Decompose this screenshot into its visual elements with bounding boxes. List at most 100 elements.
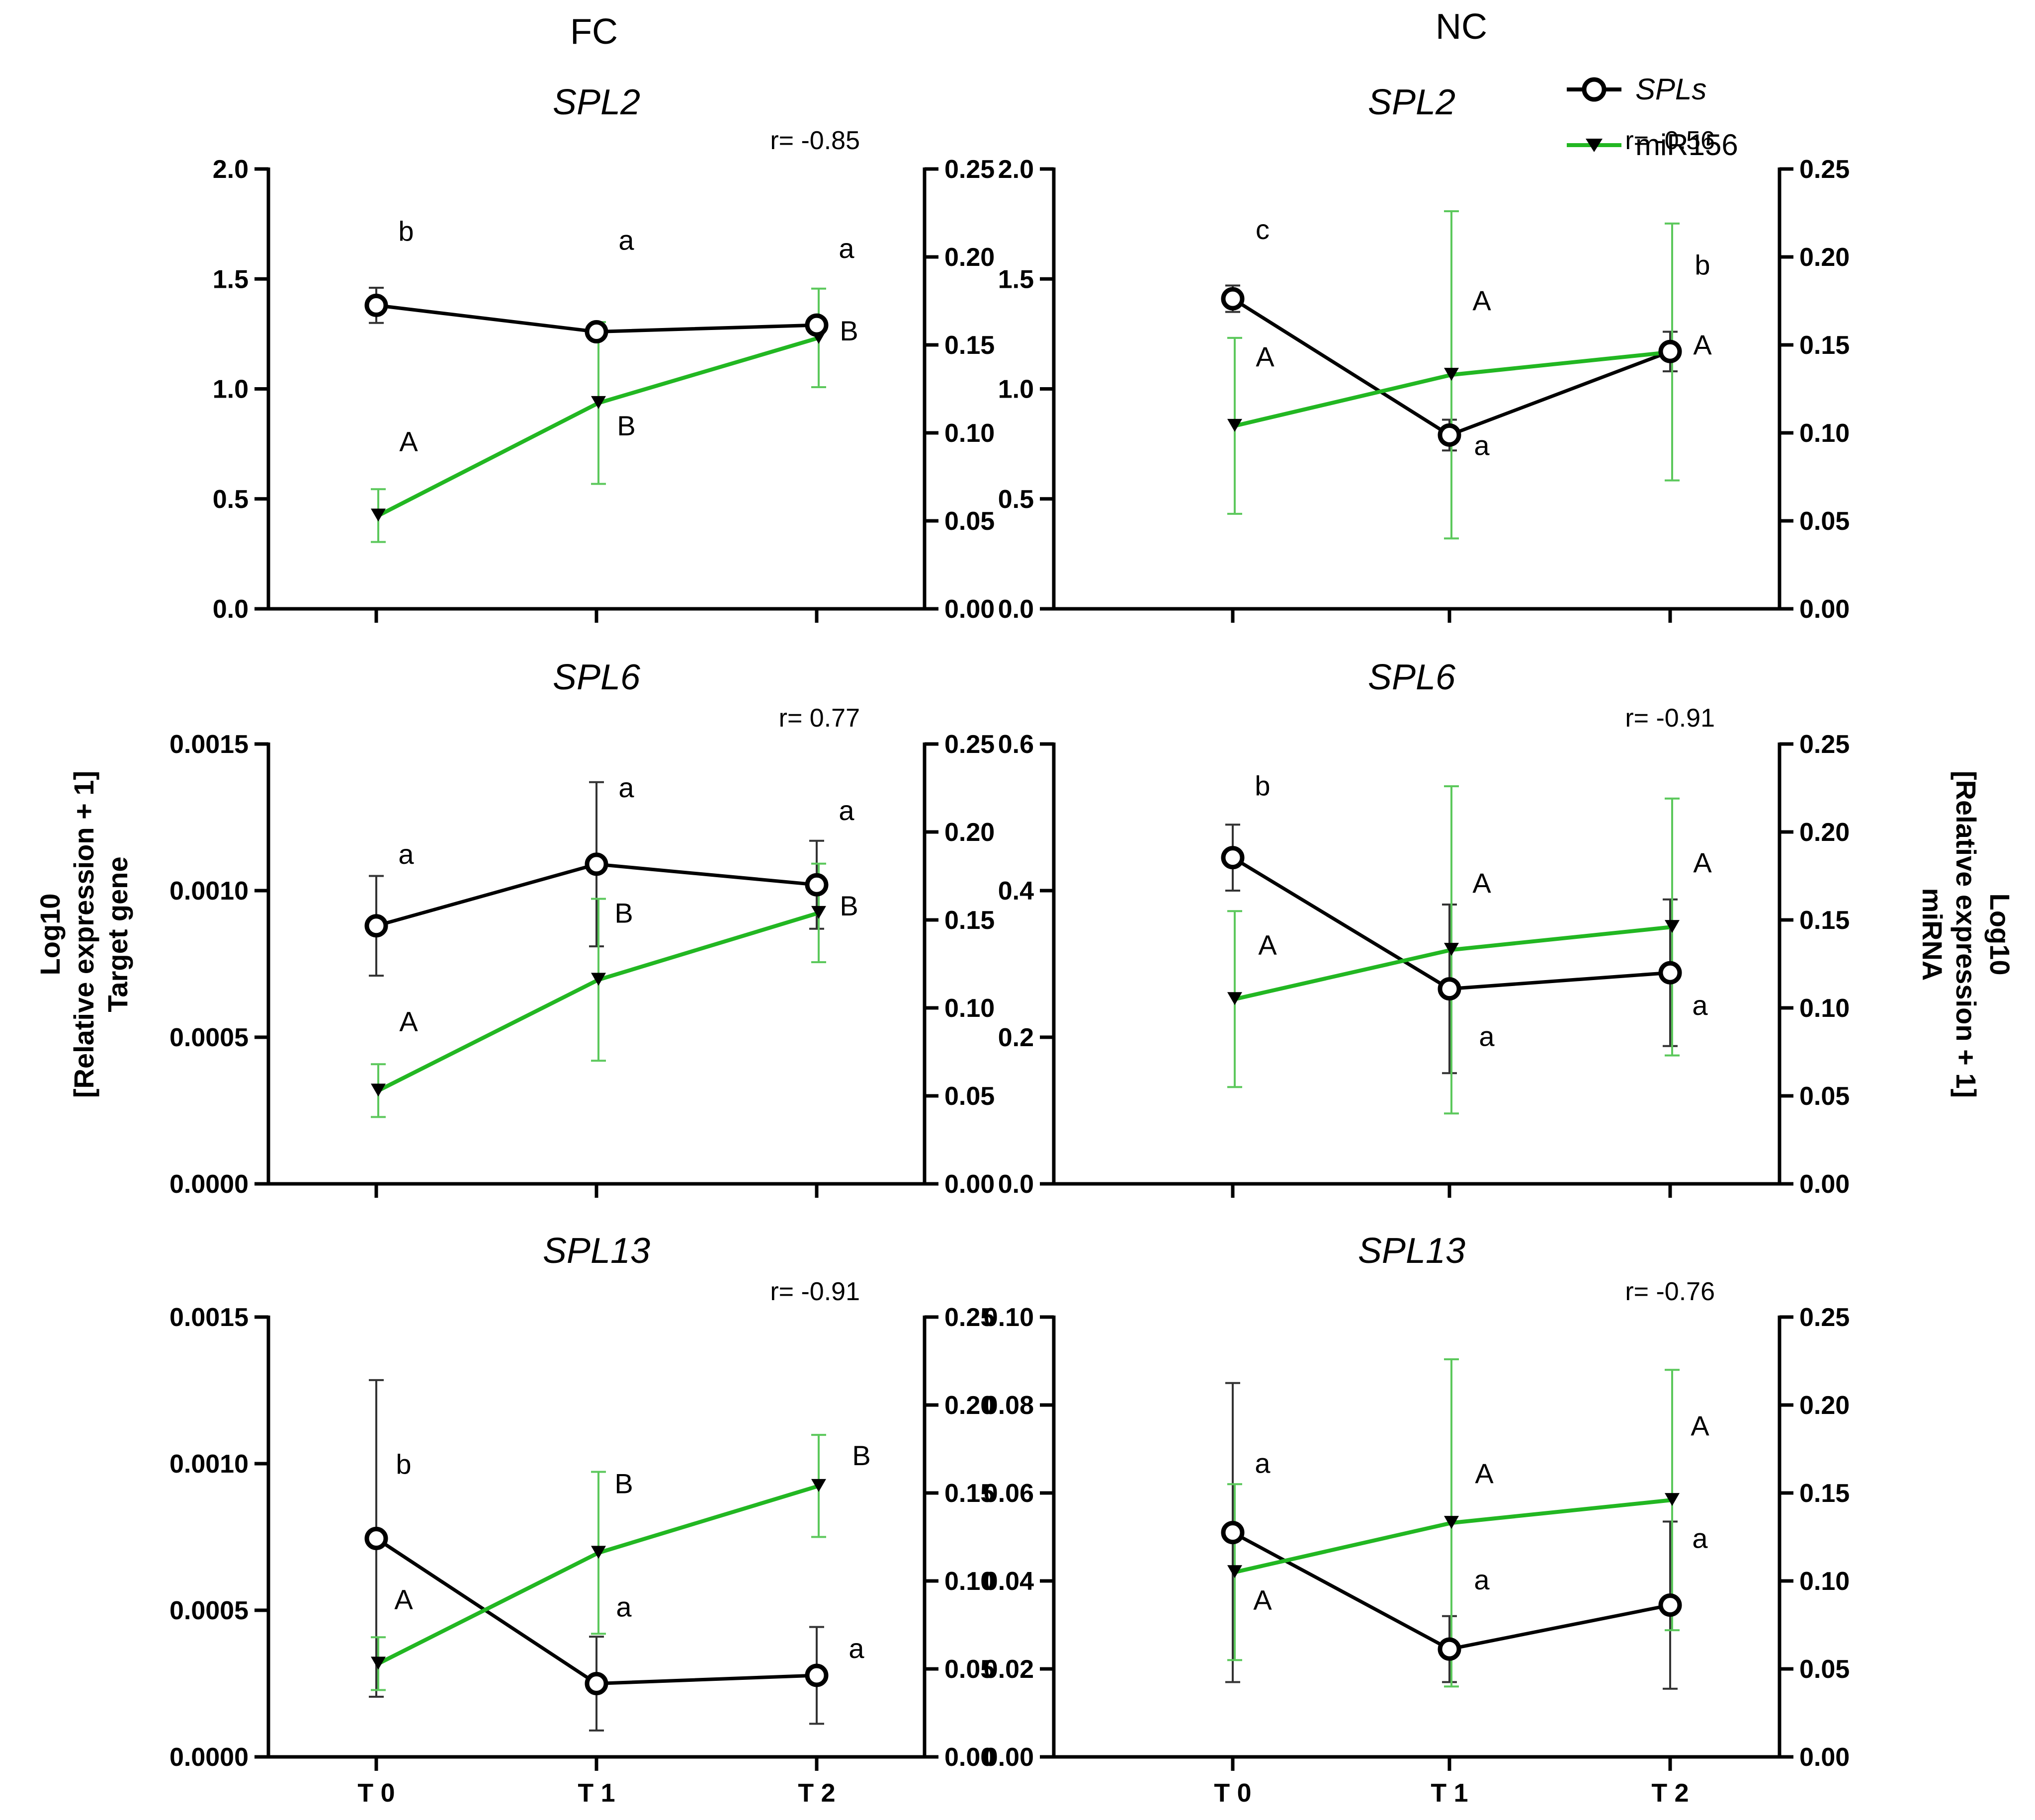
correlation-r-label: r= 0.77 <box>779 704 860 733</box>
left-y-tick-label: 0.0005 <box>170 1596 249 1625</box>
right-y-tick-label: 0.05 <box>944 1655 995 1684</box>
left-ylabel-line1: Log10 <box>34 894 66 976</box>
left-y-tick-label: 1.0 <box>998 375 1034 404</box>
data-point-mir156 <box>1665 920 1680 933</box>
left-y-tick-label: 2.0 <box>998 155 1034 184</box>
significance-letter-mir156: A <box>1253 1584 1272 1615</box>
significance-letter-mir156: A <box>1693 329 1712 360</box>
left-y-tick-label: 0.6 <box>998 730 1034 759</box>
significance-letter-spls: a <box>1474 1564 1490 1595</box>
chart-panel-nc-spl2: 0.0 0.5 1.0 1.5 2.0 0.00 0.05 0.10 0.15 0.20 0.25 S… <box>998 83 1850 624</box>
right-y-tick-label: 0.25 <box>944 1303 995 1332</box>
data-point-spls <box>1221 846 1245 870</box>
significance-letter-mir156: B <box>617 410 635 441</box>
right-y-tick-label: 0.20 <box>944 1391 995 1420</box>
left-y-tick-label: 0.0010 <box>170 1450 249 1479</box>
right-ylabel-line2: [Relative expression + 1] <box>1950 771 1982 1098</box>
significance-letter-spls: a <box>839 233 854 264</box>
data-point-spls <box>1658 961 1682 985</box>
x-tick-label: T 2 <box>798 1779 835 1808</box>
left-y-tick-label: 0.00 <box>984 1743 1034 1772</box>
x-tick-label: T 0 <box>1214 1779 1251 1808</box>
right-y-tick-label: 0.05 <box>1799 507 1850 536</box>
significance-letter-spls: a <box>848 1633 864 1664</box>
right-y-tick-label: 0.00 <box>1799 1170 1850 1199</box>
chart-panel-fc-spl13: 0.0000 0.0005 0.0010 0.0015 0.00 0.05 0.10 0.15… <box>170 1231 995 1808</box>
right-y-tick-label: 0.10 <box>1799 419 1850 448</box>
data-point-spls <box>364 914 388 938</box>
significance-letter-spls: a <box>1692 990 1708 1021</box>
left-y-tick-label: 0.02 <box>984 1655 1034 1684</box>
data-point-mir156 <box>1444 1516 1459 1529</box>
right-y-tick-label: 0.10 <box>1799 1567 1850 1596</box>
correlation-r-label: r= -0.76 <box>1625 1277 1715 1306</box>
data-point-mir156 <box>371 1656 386 1670</box>
significance-letter-mir156: B <box>840 315 858 346</box>
right-y-tick-label: 0.15 <box>1799 331 1850 360</box>
data-point-spls <box>364 293 388 317</box>
significance-letter-mir156: A <box>1472 867 1491 899</box>
series-line-mir156 <box>1234 1498 1673 1574</box>
legend-spls-marker <box>1582 77 1607 102</box>
panel-title: SPL6 <box>1368 658 1456 697</box>
right-y-tick-label: 0.05 <box>1799 1655 1850 1684</box>
correlation-r-label: r= -0.91 <box>1625 704 1715 733</box>
right-y-tick-label: 0.25 <box>944 730 995 759</box>
data-point-mir156 <box>1444 943 1459 956</box>
x-tick-label: T 2 <box>1651 1779 1689 1808</box>
data-point-mir156 <box>1227 418 1242 432</box>
significance-letter-mir156: A <box>399 1005 418 1037</box>
significance-letter-mir156: A <box>1693 847 1712 878</box>
left-y-tick-label: 0.5 <box>998 485 1034 514</box>
data-point-mir156 <box>371 508 386 522</box>
right-y-tick-label: 0.00 <box>944 1170 995 1199</box>
left-ylabel-line3: Target gene <box>102 856 133 1012</box>
right-y-axis-label: Log10 [Relative expression + 1] miRNA <box>1917 771 2016 1098</box>
left-y-tick-label: 0.0000 <box>170 1170 249 1199</box>
right-y-tick-label: 0.10 <box>1799 994 1850 1023</box>
significance-letter-mir156: A <box>394 1583 413 1615</box>
legend-mir156-label: miR156 <box>1635 128 1738 162</box>
right-y-tick-label: 0.00 <box>944 1743 995 1772</box>
data-point-mir156 <box>1665 1493 1680 1506</box>
right-y-tick-label: 0.20 <box>944 818 995 847</box>
left-y-tick-label: 0.10 <box>984 1303 1034 1332</box>
data-point-spls <box>585 320 608 343</box>
data-point-spls <box>364 1526 388 1550</box>
data-point-mir156 <box>591 973 606 986</box>
data-point-spls <box>1438 977 1461 1001</box>
left-y-tick-label: 0.4 <box>998 877 1034 906</box>
data-point-mir156 <box>1227 1565 1242 1578</box>
right-y-tick-label: 0.25 <box>1799 1303 1850 1332</box>
significance-letter-mir156: A <box>1256 341 1274 372</box>
significance-letter-mir156: B <box>614 1468 633 1499</box>
right-y-tick-label: 0.20 <box>1799 1391 1850 1420</box>
right-y-tick-label: 0.25 <box>944 155 995 184</box>
right-y-tick-label: 0.15 <box>1799 1479 1850 1508</box>
right-y-tick-label: 0.10 <box>944 994 995 1023</box>
data-point-mir156 <box>591 1546 606 1559</box>
col-title-fc: FC <box>570 12 618 52</box>
significance-letter-spls: a <box>1479 1021 1495 1052</box>
right-y-tick-label: 0.25 <box>1799 155 1850 184</box>
data-point-mir156 <box>1444 368 1459 381</box>
col-title-nc: NC <box>1436 7 1487 47</box>
x-tick-label: T 1 <box>1431 1779 1468 1808</box>
significance-letter-spls: a <box>1255 1448 1271 1479</box>
left-y-tick-label: 1.5 <box>998 265 1034 294</box>
significance-letter-spls: a <box>616 1591 632 1623</box>
chart-panel-nc-spl13: 0.00 0.02 0.04 0.06 0.08 0.10 0.00 0.05 0.10 0.15… <box>984 1231 1850 1808</box>
data-point-spls <box>1438 1637 1461 1661</box>
data-point-spls <box>805 873 829 897</box>
significance-letter-spls: a <box>618 224 634 255</box>
left-y-tick-label: 0.0 <box>998 1170 1034 1199</box>
data-point-spls <box>1658 1593 1682 1617</box>
right-y-tick-label: 0.00 <box>944 595 995 624</box>
significance-letter-spls: b <box>1255 770 1270 802</box>
data-point-spls <box>585 852 608 876</box>
right-ylabel-line1: Log10 <box>1984 894 2016 976</box>
significance-letter-spls: a <box>1474 429 1490 461</box>
left-y-tick-label: 0.0015 <box>170 1303 249 1332</box>
right-y-tick-label: 0.05 <box>1799 1082 1850 1111</box>
significance-letter-spls: b <box>396 1448 411 1480</box>
